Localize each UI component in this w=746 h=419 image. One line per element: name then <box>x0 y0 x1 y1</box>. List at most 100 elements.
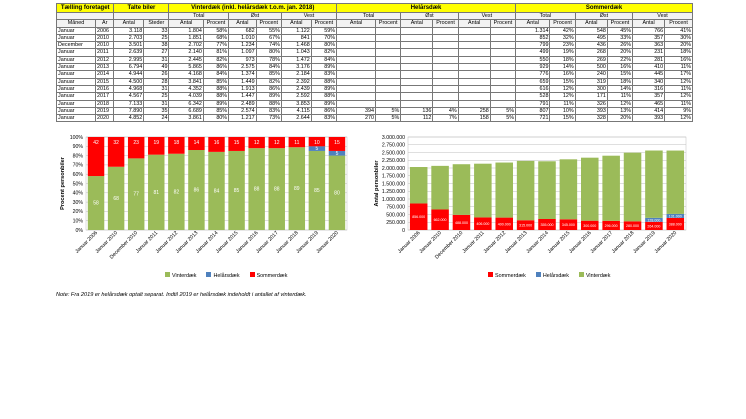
cell-s-vest-p: 11% <box>664 84 693 94</box>
data-label: 131.000 <box>669 214 682 218</box>
header-procent: Procent <box>202 19 230 28</box>
header-procent: Procent <box>375 19 402 28</box>
cell-v-vest-a: 1.043 <box>280 48 312 57</box>
data-label: 81 <box>153 190 159 196</box>
cell-h-vest-p <box>489 84 517 94</box>
header-region-vest: Vest <box>457 11 517 21</box>
cell-h-vest-a <box>457 77 491 86</box>
cell-month: Januar <box>55 106 97 116</box>
cell-s-tot-p: 32% <box>549 33 576 43</box>
cell-s-tot-a: 721 <box>515 114 551 123</box>
cell-h-ost-a <box>400 48 434 57</box>
cell-s-vest-p: 11% <box>664 99 693 108</box>
data-label: 86 <box>194 188 200 194</box>
data-label: 11 <box>294 140 299 146</box>
cell-h-ost-a <box>400 26 434 35</box>
header-procent: Procent <box>489 19 517 28</box>
cell-s-tot-a: 776 <box>515 70 551 79</box>
table-row: Januar 2010 2.703 25 1.851 68% 1.010 67% 841 70% 8… <box>55 33 693 43</box>
cell-h-vest-a <box>457 92 491 101</box>
header-region-total: Total <box>515 11 576 21</box>
cell-h-vest-p <box>489 48 517 57</box>
cell-v-tot-a: 2.445 <box>168 55 204 65</box>
cell-s-vest-a: 410 <box>632 63 666 72</box>
cell-h-ost-a <box>400 63 434 72</box>
bar-vinterdk <box>168 153 185 230</box>
cell-month: Januar <box>55 26 97 35</box>
cell-month: Januar <box>55 55 97 65</box>
cell-s-tot-a: 550 <box>515 55 551 65</box>
cell-v-vest-p: 88% <box>310 77 338 86</box>
y-tick-label: 30% <box>73 200 84 206</box>
cell-h-vest-a <box>457 70 491 79</box>
bar-sommerdk <box>248 137 265 149</box>
cell-h-vest-a <box>457 63 491 72</box>
cell-month: Januar <box>55 92 97 101</box>
cell-steder: 35 <box>143 106 170 116</box>
y-tick-label: 90% <box>73 144 84 150</box>
data-label: 68 <box>113 196 119 202</box>
data-label: 400.000 <box>498 222 511 226</box>
legend-item-helaar: Helårsdæk <box>206 272 240 279</box>
cell-s-ost-a: 319 <box>574 77 608 86</box>
y-tick-label: 3.000.000 <box>382 135 405 141</box>
cell-h-vest-p <box>489 99 517 108</box>
y-tick-label: 0% <box>76 228 84 234</box>
cell-v-tot-p: 81% <box>202 48 230 57</box>
bar-sommerdk <box>538 218 556 230</box>
cell-s-ost-p: 14% <box>606 84 634 94</box>
cell-month: Januar <box>55 63 97 72</box>
cell-s-vest-a: 357 <box>632 92 666 101</box>
cell-h-vest-p <box>489 33 517 43</box>
cell-h-tot-a: 394 <box>336 106 377 116</box>
cell-steder: 25 <box>143 33 170 43</box>
cell-s-ost-p: 12% <box>606 99 634 108</box>
cell-s-ost-a: 326 <box>574 99 608 108</box>
y-axis-label: Procent personbiler <box>60 156 66 210</box>
cell-v-ost-a: 1.097 <box>228 48 257 57</box>
cell-antal: 7.133 <box>113 99 145 108</box>
cell-h-vest-a: 158 <box>457 114 491 123</box>
legend-item-vinter-2: Vinterdæk <box>578 272 610 279</box>
cell-year: 2013 <box>95 63 115 72</box>
cell-year: 2015 <box>95 77 115 86</box>
legend-swatch-sommer <box>249 272 255 277</box>
bar-sommerdk <box>127 137 145 159</box>
cell-s-ost-p: 11% <box>606 92 634 101</box>
cell-v-ost-p: 89% <box>255 92 282 101</box>
y-tick-label: 50% <box>73 181 84 187</box>
data-label: 5 <box>336 151 339 157</box>
header-region-vest: Vest <box>632 11 693 21</box>
header-sommerdaek: Sommerdæk <box>515 3 693 13</box>
y-tick-label: 80% <box>73 153 84 159</box>
bar-vinterdk <box>107 166 125 230</box>
cell-h-tot-a <box>336 99 377 108</box>
cell-antal: 4.500 <box>113 77 145 86</box>
legend-swatch-helaar-2 <box>535 272 541 277</box>
cell-h-vest-p: 5% <box>489 106 517 116</box>
cell-v-tot-a: 1.804 <box>168 26 204 35</box>
cell-h-ost-a <box>400 84 434 94</box>
cell-v-tot-a: 6.689 <box>168 106 204 116</box>
bar-sommerdk <box>208 137 225 152</box>
cell-s-ost-a: 436 <box>574 41 608 50</box>
legend-label-helaar: Helårsdæk <box>213 272 240 279</box>
data-label: 58 <box>93 201 99 207</box>
cell-v-vest-a: 2.184 <box>280 70 312 79</box>
cell-s-vest-a: 340 <box>632 77 666 86</box>
bar-vinterdk <box>87 176 105 230</box>
tire-count-table: Tælling foretaget Talte biler Vinterdæk (i… <box>55 3 693 123</box>
cell-h-tot-a <box>336 48 377 57</box>
cell-v-vest-p: 83% <box>310 70 338 79</box>
cell-h-tot-p: 5% <box>375 106 402 116</box>
bar-sommerdk <box>228 137 245 151</box>
bar-sommerdk <box>148 137 165 155</box>
cell-v-ost-a: 682 <box>228 26 257 35</box>
cell-v-vest-a: 1.122 <box>280 26 312 35</box>
legend-item-sommer: Sommerdæk <box>249 272 287 279</box>
percent-chart-legend: Vinterdæk Helårsdæk Sommerdæk <box>165 272 287 279</box>
bar-helrsdk <box>645 217 663 222</box>
cell-s-ost-p: 45% <box>606 26 634 35</box>
table-row: December 2010 3.501 38 2.702 77% 1.234 74% 1.468… <box>55 41 693 50</box>
header-blank <box>55 11 115 21</box>
